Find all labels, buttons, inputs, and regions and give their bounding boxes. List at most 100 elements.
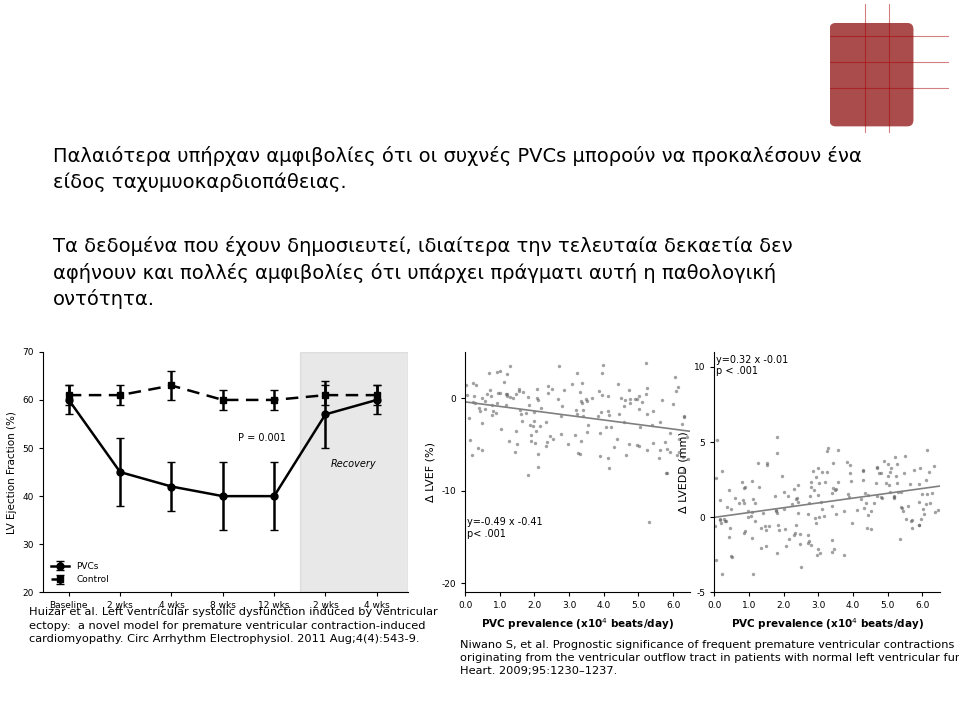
Point (621, 384, 637, 396)
Point (828, 484, 843, 495)
Point (745, 493, 760, 505)
Point (858, 498, 874, 509)
Point (844, 517, 859, 528)
Point (912, 519, 927, 531)
Point (530, 448, 546, 460)
Point (523, 419, 538, 430)
Point (553, 428, 569, 439)
Point (507, 446, 523, 457)
Point (864, 505, 879, 517)
Point (489, 366, 504, 378)
Point (499, 388, 514, 399)
Point (784, 498, 800, 510)
Point (462, 434, 478, 446)
Point (469, 334, 484, 345)
Point (740, 511, 756, 523)
Text: Huizar et al. Left ventricular systolic dysfunction induced by ventricular
ectop: Huizar et al. Left ventricular systolic … (29, 607, 437, 644)
Point (816, 510, 831, 522)
Point (514, 409, 529, 420)
Point (475, 418, 490, 429)
Point (894, 502, 909, 513)
Point (808, 549, 824, 561)
Point (856, 502, 872, 513)
Point (744, 475, 760, 487)
Point (499, 388, 514, 400)
X-axis label: PVC prevalence (x10$^4$ beats/day): PVC prevalence (x10$^4$ beats/day) (481, 616, 674, 632)
Point (573, 386, 588, 397)
Point (870, 462, 885, 474)
Point (840, 457, 855, 468)
Point (593, 450, 608, 462)
Point (713, 517, 729, 528)
Point (717, 515, 733, 526)
Text: y=0.32 x -0.01
p < .001: y=0.32 x -0.01 p < .001 (716, 355, 788, 376)
Point (631, 391, 646, 402)
Point (886, 493, 901, 504)
Point (530, 394, 546, 406)
Point (860, 509, 876, 521)
Point (539, 436, 554, 447)
Point (900, 500, 915, 512)
Point (718, 516, 734, 527)
Point (789, 493, 805, 504)
Point (894, 486, 909, 498)
Point (719, 501, 735, 513)
Point (607, 441, 622, 452)
Point (808, 518, 824, 529)
Point (825, 482, 840, 494)
Y-axis label: LV Ejection Fraction (%): LV Ejection Fraction (%) (7, 411, 17, 533)
Point (800, 538, 815, 549)
Point (621, 397, 637, 409)
Point (836, 505, 852, 517)
Point (579, 426, 595, 438)
Point (709, 434, 724, 445)
Point (751, 482, 766, 493)
Point (920, 488, 935, 500)
Point (930, 504, 946, 516)
Point (819, 466, 834, 477)
Point (503, 360, 518, 372)
Point (526, 420, 541, 432)
Point (747, 516, 762, 527)
Point (924, 488, 940, 499)
Point (734, 476, 749, 488)
Point (595, 390, 610, 401)
Point (575, 405, 591, 416)
Point (919, 498, 934, 510)
Point (912, 462, 927, 474)
Point (869, 490, 884, 501)
Point (880, 458, 896, 470)
Point (591, 410, 606, 421)
Point (876, 455, 891, 467)
Point (610, 378, 625, 390)
Point (484, 409, 500, 421)
Point (528, 425, 544, 437)
Point (527, 437, 543, 449)
Point (914, 513, 929, 525)
Point (472, 406, 487, 417)
Point (753, 523, 768, 534)
Point (466, 378, 481, 389)
Point (526, 416, 542, 427)
Point (461, 412, 477, 424)
Text: Παλαιότερα υπήρχαν αμφιβολίες ότι οι συχνές PVCs μπορούν να προκαλέσουν ένα
είδο: Παλαιότερα υπήρχαν αμφιβολίες ότι οι συχ… (53, 146, 861, 192)
Point (500, 368, 515, 380)
Point (676, 411, 691, 423)
Y-axis label: Δ LVEDD (mm): Δ LVEDD (mm) (678, 432, 689, 513)
Point (651, 452, 667, 463)
Point (622, 393, 638, 405)
Point (786, 529, 802, 541)
Point (873, 491, 888, 503)
Point (568, 429, 583, 440)
Point (635, 396, 650, 407)
Point (484, 400, 500, 411)
Point (825, 487, 840, 498)
Point (830, 444, 846, 456)
Point (722, 522, 737, 533)
Point (573, 395, 588, 406)
Point (860, 489, 876, 500)
Point (769, 547, 784, 559)
Point (533, 402, 549, 414)
Text: y=-0.49 x -0.41
p< .001: y=-0.49 x -0.41 p< .001 (467, 517, 543, 538)
Point (639, 357, 654, 368)
